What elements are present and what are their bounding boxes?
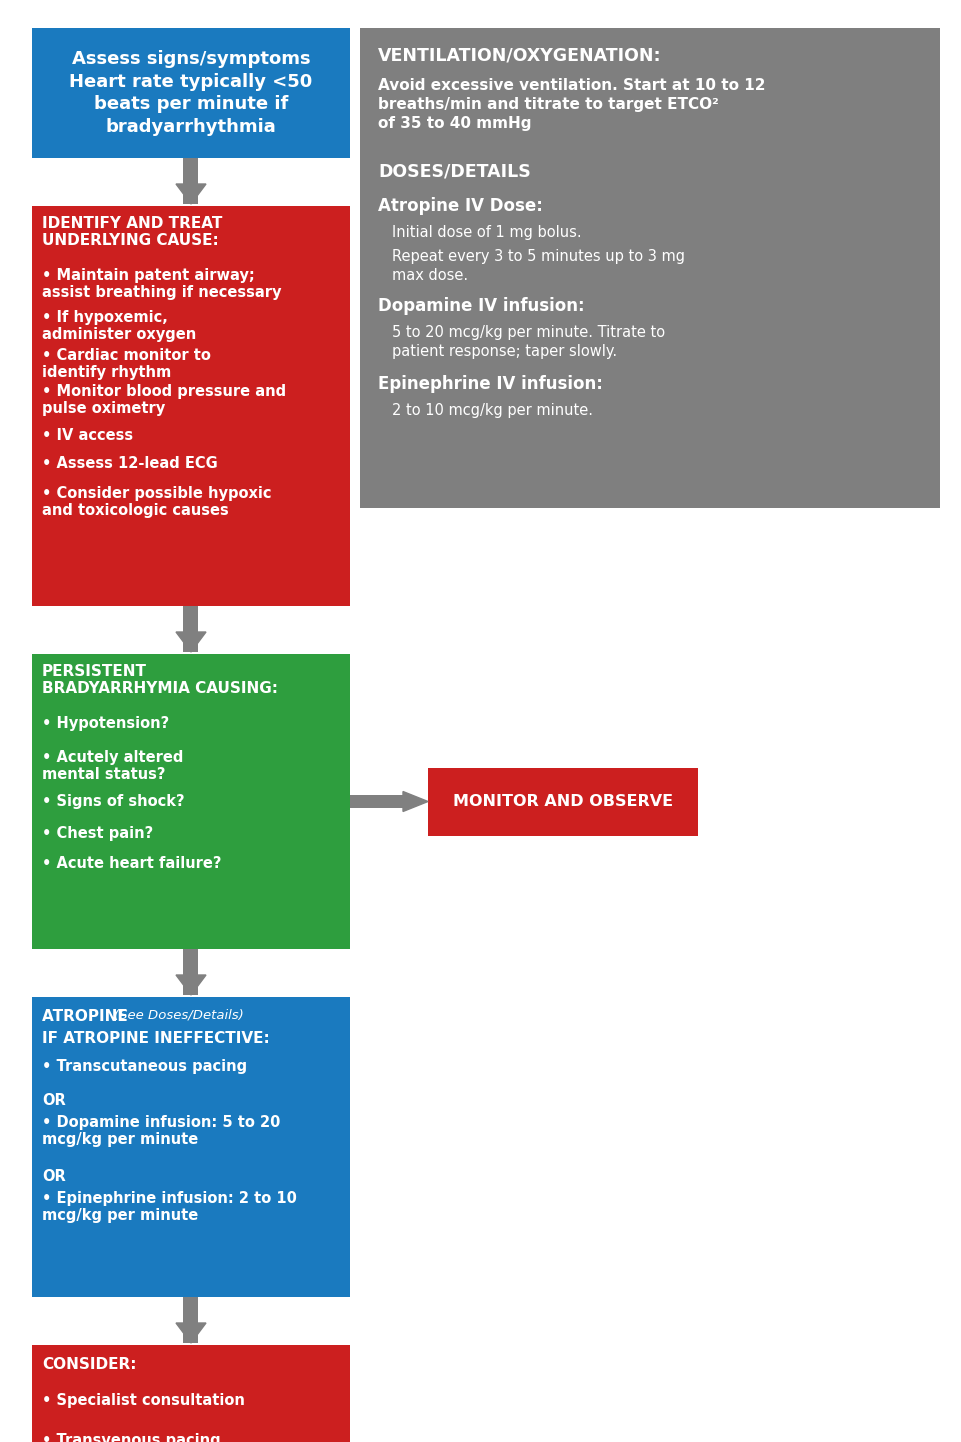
Text: • Maintain patent airway;
assist breathing if necessary: • Maintain patent airway; assist breathi… <box>42 268 282 300</box>
Bar <box>184 159 198 185</box>
Text: Epinephrine IV infusion:: Epinephrine IV infusion: <box>378 375 603 394</box>
Text: • Epinephrine infusion: 2 to 10
mcg/kg per minute: • Epinephrine infusion: 2 to 10 mcg/kg p… <box>42 1191 297 1223</box>
Text: Dopamine IV infusion:: Dopamine IV infusion: <box>378 297 584 314</box>
Text: OR: OR <box>42 1093 65 1107</box>
Polygon shape <box>176 1322 206 1343</box>
Text: (See Doses/Details): (See Doses/Details) <box>114 1009 243 1022</box>
Text: Initial dose of 1 mg bolus.: Initial dose of 1 mg bolus. <box>391 225 581 239</box>
Text: • Cardiac monitor to
identify rhythm: • Cardiac monitor to identify rhythm <box>42 348 210 381</box>
Text: IDENTIFY AND TREAT
UNDERLYING CAUSE:: IDENTIFY AND TREAT UNDERLYING CAUSE: <box>42 216 222 248</box>
Text: Assess signs/symptoms
Heart rate typically <50
beats per minute if
bradyarrhythm: Assess signs/symptoms Heart rate typical… <box>69 49 312 137</box>
Polygon shape <box>176 975 206 995</box>
Text: Repeat every 3 to 5 minutes up to 3 mg
max dose.: Repeat every 3 to 5 minutes up to 3 mg m… <box>391 249 684 283</box>
Bar <box>359 27 939 508</box>
Text: IF ATROPINE INEFFECTIVE:: IF ATROPINE INEFFECTIVE: <box>42 1031 269 1045</box>
Text: • Monitor blood pressure and
pulse oximetry: • Monitor blood pressure and pulse oxime… <box>42 384 285 417</box>
Polygon shape <box>176 185 206 203</box>
Bar <box>184 606 198 652</box>
Text: • Acute heart failure?: • Acute heart failure? <box>42 857 221 871</box>
Text: VENTILATION/OXYGENATION:: VENTILATION/OXYGENATION: <box>378 46 661 63</box>
Polygon shape <box>176 632 206 652</box>
Text: • Hypotension?: • Hypotension? <box>42 717 169 731</box>
Text: • Dopamine infusion: 5 to 20
mcg/kg per minute: • Dopamine infusion: 5 to 20 mcg/kg per … <box>42 1115 280 1148</box>
Bar <box>184 1296 198 1322</box>
Text: Atropine IV Dose:: Atropine IV Dose: <box>378 198 542 215</box>
Text: • IV access: • IV access <box>42 428 133 443</box>
Text: PERSISTENT
BRADYARRHYMIA CAUSING:: PERSISTENT BRADYARRHYMIA CAUSING: <box>42 663 278 696</box>
Text: • Specialist consultation: • Specialist consultation <box>42 1393 245 1407</box>
Bar <box>32 206 350 606</box>
Polygon shape <box>403 792 428 812</box>
Text: • If hypoxemic,
administer oxygen: • If hypoxemic, administer oxygen <box>42 310 196 342</box>
Text: DOSES/DETAILS: DOSES/DETAILS <box>378 163 530 182</box>
Bar <box>32 27 350 159</box>
Text: ATROPINE: ATROPINE <box>42 1009 133 1024</box>
Text: OR: OR <box>42 1169 65 1184</box>
Bar <box>184 159 198 203</box>
Bar <box>350 795 403 808</box>
Text: MONITOR AND OBSERVE: MONITOR AND OBSERVE <box>453 795 673 809</box>
Bar <box>428 767 698 835</box>
Text: • Signs of shock?: • Signs of shock? <box>42 795 185 809</box>
Bar <box>184 949 198 995</box>
Text: • Chest pain?: • Chest pain? <box>42 826 153 841</box>
Text: • Acutely altered
mental status?: • Acutely altered mental status? <box>42 750 184 783</box>
Text: Avoid excessive ventilation. Start at 10 to 12
breaths/min and titrate to target: Avoid excessive ventilation. Start at 10… <box>378 78 765 131</box>
Bar <box>184 949 198 975</box>
Text: • Transvenous pacing: • Transvenous pacing <box>42 1433 220 1442</box>
Text: 2 to 10 mcg/kg per minute.: 2 to 10 mcg/kg per minute. <box>391 402 592 418</box>
Bar <box>32 1345 350 1442</box>
Text: • Transcutaneous pacing: • Transcutaneous pacing <box>42 1058 247 1074</box>
Text: CONSIDER:: CONSIDER: <box>42 1357 136 1371</box>
Bar <box>184 606 198 632</box>
Bar <box>32 655 350 949</box>
Text: • Consider possible hypoxic
and toxicologic causes: • Consider possible hypoxic and toxicolo… <box>42 486 271 519</box>
Bar <box>184 1296 198 1343</box>
Text: • Assess 12-lead ECG: • Assess 12-lead ECG <box>42 456 217 472</box>
Bar <box>32 996 350 1296</box>
Text: 5 to 20 mcg/kg per minute. Titrate to
patient response; taper slowly.: 5 to 20 mcg/kg per minute. Titrate to pa… <box>391 324 664 359</box>
